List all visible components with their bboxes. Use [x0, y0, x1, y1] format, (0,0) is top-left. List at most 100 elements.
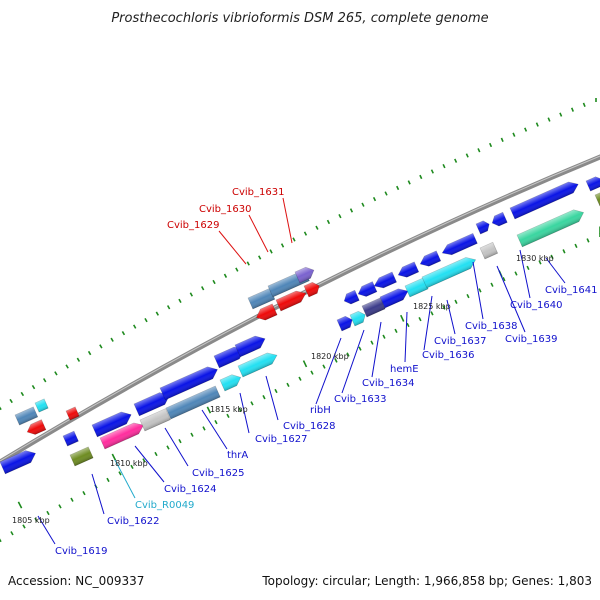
gene-cvib-1628 — [234, 335, 266, 358]
leader-cvib-1633 — [341, 329, 365, 394]
scale-label-1825: 1825 kbp — [413, 302, 451, 311]
gene-cvib-1636 — [404, 277, 429, 298]
outer-tick — [315, 225, 319, 230]
gene-upper-r5-shade — [420, 250, 441, 267]
gene-upper-r4 — [397, 261, 420, 278]
inner-tick — [142, 458, 146, 463]
inner-tick — [562, 249, 566, 254]
inner-tick — [70, 497, 74, 502]
inner-tick — [34, 517, 38, 522]
gene-upper-r10-shade — [586, 176, 600, 192]
gene-cvib-1628-shade — [235, 336, 266, 357]
gene-red-left-1 — [26, 419, 47, 435]
gene-cvib-1619-shade — [0, 450, 36, 474]
leader-cvib-1641 — [545, 257, 566, 284]
scale-tick — [17, 501, 23, 509]
inner-tick — [214, 419, 218, 425]
gene-label-thrA: thrA — [227, 450, 248, 461]
gene-cyan-1 — [219, 374, 242, 392]
gene-cvib-1639-shade — [510, 181, 579, 219]
leader-cvib-1619 — [37, 515, 56, 545]
gene-red-left-1-shade — [27, 419, 46, 435]
gene-upper-r6 — [441, 232, 478, 256]
outer-tick — [133, 324, 137, 329]
gene-red-3 — [303, 281, 320, 298]
outer-tick — [280, 243, 285, 248]
inner-tick — [430, 311, 434, 316]
gene-cvib-1625-shade — [160, 366, 218, 400]
gene-label-cvib-1625: Cvib_1625 — [192, 468, 244, 479]
gene-olive-right — [594, 189, 600, 207]
outer-tick — [20, 391, 25, 397]
gene-steel-left-shade — [15, 406, 38, 426]
gene-label-cvib-1624: Cvib_1624 — [164, 484, 216, 495]
scale-tick — [302, 360, 308, 368]
gene-cvib-thra-shade — [166, 386, 221, 419]
gene-labels: Cvib_1631 Cvib_1630 Cvib_1629 Cvib_1641 … — [55, 187, 597, 557]
outer-tick — [582, 102, 586, 107]
inner-tick — [130, 464, 134, 470]
outer-tick — [349, 208, 354, 213]
inner-tick — [106, 477, 110, 483]
gene-cvib-1636-shade — [405, 277, 429, 297]
inner-tick — [346, 352, 350, 357]
gene-cvib-1624 — [133, 392, 170, 417]
outer-tick — [419, 174, 423, 180]
inner-tick — [226, 413, 230, 418]
outer-tick — [384, 191, 388, 196]
inner-tick — [538, 260, 542, 265]
gene-label-cvib-1640: Cvib_1640 — [510, 300, 562, 311]
accession-text: Accession: NC_009337 — [8, 574, 144, 588]
scale-label-1820: 1820 kbp — [311, 352, 349, 361]
outer-tick — [121, 331, 126, 336]
inner-tick — [394, 328, 398, 333]
inner-tick — [190, 432, 194, 437]
scale-label-1810: 1810 kbp — [110, 459, 148, 468]
inner-tick — [334, 358, 338, 363]
inner-tick — [250, 401, 254, 406]
gene-red-1-shade — [256, 303, 278, 321]
gene-cvib-thra — [165, 385, 221, 420]
outer-tick — [235, 267, 239, 272]
gene-label-ribH: ribH — [310, 405, 331, 416]
gene-ribh — [336, 315, 353, 332]
outer-tick — [489, 142, 493, 148]
gene-label-cvib-1639: Cvib_1639 — [505, 334, 557, 345]
inner-tick — [514, 271, 518, 276]
outer-tick — [212, 279, 216, 285]
gene-label-cvib-1619: Cvib_1619 — [55, 546, 107, 557]
gene-cvib-1639 — [509, 181, 579, 220]
leader-cvib-1629 — [218, 230, 247, 265]
outer-tick — [442, 163, 446, 169]
gene-label-cvib-1629: Cvib_1629 — [167, 220, 219, 231]
gene-cvib-1622 — [91, 411, 132, 438]
leader-cvib-1637 — [446, 299, 456, 335]
outer-tick — [407, 180, 411, 185]
gene-label-cvib-r0049: Cvib_R0049 — [135, 500, 194, 511]
gene-label-hemE: hemE — [390, 364, 419, 375]
gene-cvib-1627-shade — [214, 347, 245, 368]
gene-cvib-1629 — [247, 287, 276, 310]
outer-tick — [223, 273, 228, 278]
leader-cvib-1639 — [496, 265, 526, 333]
gene-label-cvib-1634: Cvib_1634 — [362, 378, 414, 389]
outer-tick — [372, 196, 377, 202]
gene-label-cvib-1636: Cvib_1636 — [422, 350, 474, 361]
gene-steel-left — [14, 406, 39, 426]
gene-upper-r10 — [585, 176, 600, 192]
inner-tick — [574, 243, 578, 249]
inner-tick — [550, 254, 554, 259]
leader-cvib-1628 — [265, 375, 279, 421]
gene-red-2 — [275, 290, 307, 312]
gene-label-cvib-1622: Cvib_1622 — [107, 516, 159, 527]
outer-tick — [570, 107, 574, 112]
inner-tick — [310, 370, 314, 375]
inner-tick — [298, 376, 302, 381]
topology-text: Topology: circular; Length: 1,966,858 bp… — [261, 574, 592, 588]
outer-tick — [99, 344, 103, 349]
gene-upper-r1 — [343, 289, 360, 305]
gene-cyan-2 — [237, 352, 278, 378]
gene-upper-r7-shade — [476, 220, 490, 235]
leader-cvib-1624 — [134, 445, 165, 483]
scale-labels: 1805 kbp 1810 kbp 1815 kbp 1820 kbp 1825… — [12, 254, 554, 525]
